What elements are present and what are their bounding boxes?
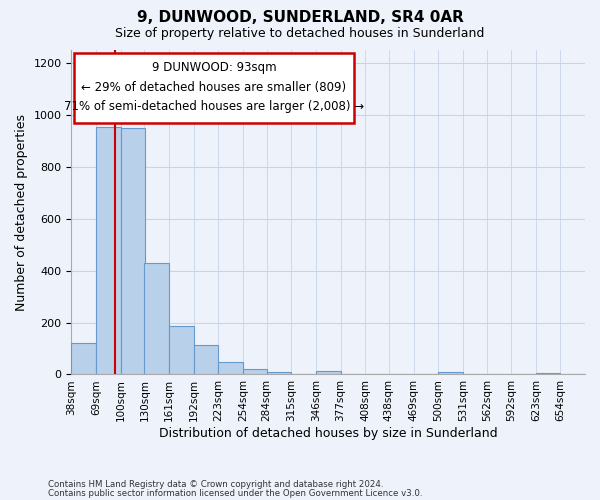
Bar: [316, 370, 341, 374]
Bar: [121, 128, 145, 374]
Text: ← 29% of detached houses are smaller (809): ← 29% of detached houses are smaller (80…: [82, 81, 346, 94]
Bar: [194, 344, 218, 374]
Bar: [71, 344, 96, 374]
Text: 9 DUNWOOD: 93sqm: 9 DUNWOOD: 93sqm: [152, 62, 276, 74]
Text: 71% of semi-detached houses are larger (2,008) →: 71% of semi-detached houses are larger (…: [64, 100, 364, 114]
FancyBboxPatch shape: [74, 53, 354, 123]
Bar: [438, 372, 463, 374]
Bar: [145, 263, 169, 374]
Text: 9, DUNWOOD, SUNDERLAND, SR4 0AR: 9, DUNWOOD, SUNDERLAND, SR4 0AR: [137, 10, 463, 25]
Bar: [218, 362, 243, 374]
Bar: [536, 373, 560, 374]
X-axis label: Distribution of detached houses by size in Sunderland: Distribution of detached houses by size …: [159, 427, 497, 440]
Text: Size of property relative to detached houses in Sunderland: Size of property relative to detached ho…: [115, 28, 485, 40]
Text: Contains public sector information licensed under the Open Government Licence v3: Contains public sector information licen…: [48, 488, 422, 498]
Bar: [266, 372, 291, 374]
Y-axis label: Number of detached properties: Number of detached properties: [15, 114, 28, 310]
Bar: [169, 326, 194, 374]
Bar: [96, 126, 121, 374]
Bar: [243, 368, 268, 374]
Text: Contains HM Land Registry data © Crown copyright and database right 2024.: Contains HM Land Registry data © Crown c…: [48, 480, 383, 489]
